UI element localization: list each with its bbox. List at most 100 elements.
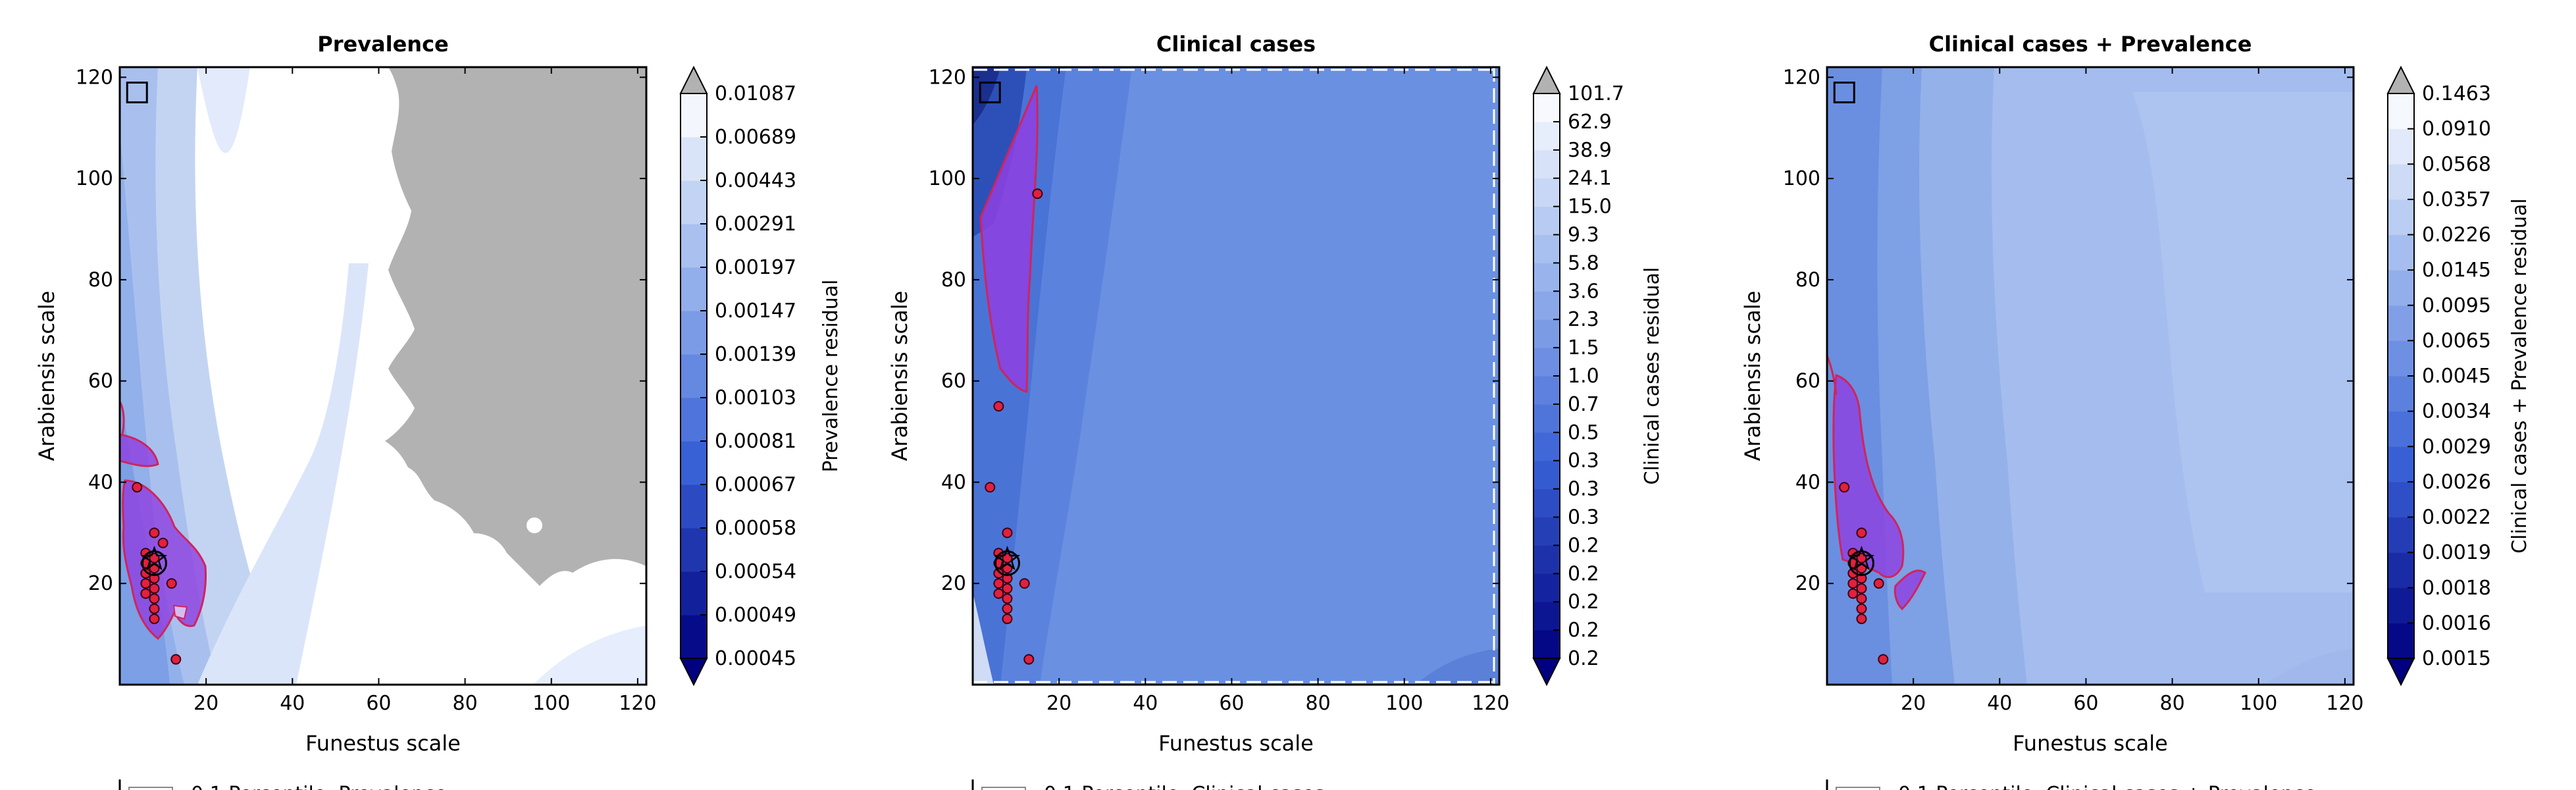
- legend-prevalence: 0.1 Percentile, Prevalence: [118, 779, 447, 790]
- colorbar-tick-label: 0.0034: [2422, 400, 2491, 423]
- colorbar-tick-label: 0.0029: [2422, 435, 2491, 458]
- colorbar-band: [1533, 517, 1560, 546]
- sample-point: [149, 583, 160, 594]
- colorbar-band: [681, 571, 707, 616]
- legend-swatch: [128, 787, 173, 790]
- sample-point: [166, 578, 177, 589]
- heatmap-field: [973, 67, 1499, 685]
- colorbar-band: [2388, 587, 2414, 623]
- colorbar-band: [681, 398, 707, 442]
- x-tick-label: 20: [193, 692, 219, 715]
- colorbar-band: [681, 224, 707, 268]
- legend-entry: 0.1 Percentile, Prevalence: [191, 783, 447, 790]
- colorbar-band: [1533, 376, 1560, 405]
- colorbar-band: [1533, 263, 1560, 292]
- colorbar-tick-label: 0.00054: [715, 560, 796, 583]
- colorbar-min-arrow: [1532, 658, 1561, 687]
- colorbar-band: [2388, 446, 2414, 483]
- colorbar-band: [681, 615, 707, 659]
- heatmap-field: [1827, 67, 2354, 685]
- colorbar-tick-label: 0.2: [1568, 591, 1599, 614]
- colorbar-tick-label: 0.7: [1568, 393, 1599, 416]
- markers: [126, 81, 168, 576]
- sample-point: [149, 527, 160, 539]
- y-axis-label: Arabiensis scale: [887, 291, 912, 461]
- sample-point: [1002, 527, 1013, 539]
- colorbar-tick-label: 0.2: [1568, 619, 1599, 642]
- sample-point: [1023, 654, 1035, 665]
- colorbar-max-arrow: [679, 65, 708, 94]
- colorbar-tick-label: 0.00067: [715, 473, 796, 496]
- colorbar-band: [1533, 206, 1560, 235]
- reference-square: [126, 81, 148, 103]
- sample-point: [1839, 482, 1850, 493]
- colorbar-band: [681, 311, 707, 355]
- y-tick-label: 80: [88, 269, 113, 292]
- colorbar-band: [1533, 234, 1560, 263]
- sample-point: [1856, 593, 1867, 604]
- x-tick-label: 60: [1219, 692, 1244, 715]
- colorbar-band: [1533, 348, 1560, 377]
- sample-point: [140, 578, 151, 589]
- colorbar-tick-label: 0.00103: [715, 386, 796, 409]
- colorbar-tick-label: 15.0: [1568, 196, 1612, 219]
- best-fit-circle: [1848, 550, 1874, 576]
- colorbar-tick-label: 0.0018: [2422, 577, 2491, 600]
- sample-points: [1839, 482, 1889, 665]
- heatmap-field: [120, 67, 646, 685]
- colorbar-tick-label: 0.0065: [2422, 329, 2491, 352]
- sample-point: [149, 593, 160, 604]
- x-tick-label: 80: [1305, 692, 1330, 715]
- reference-square: [979, 81, 1001, 103]
- colorbar-tick-label: 0.00147: [715, 300, 796, 323]
- colorbar: 0.0015 0.0016 0.0018 0.0019 0.0022 0.0026 0.00…: [2386, 65, 2491, 687]
- colorbar-tick-label: 0.00443: [715, 169, 796, 192]
- sample-point: [1856, 583, 1867, 594]
- colorbar-tick-label: 0.00045: [715, 647, 796, 670]
- colorbar-tick-label: 38.9: [1568, 139, 1612, 162]
- sample-point: [993, 567, 1004, 579]
- plot-frame: [971, 66, 1501, 686]
- markers: [979, 81, 1021, 576]
- colorbar-label: Clinical cases residual: [1641, 267, 1664, 485]
- colorbar-band: [2388, 340, 2414, 377]
- colorbar-band: [681, 137, 707, 181]
- x-tick-label: 120: [619, 692, 656, 715]
- sample-point: [149, 573, 160, 584]
- legend-swatch: [1836, 787, 1880, 790]
- x-axis-label: Funestus scale: [1158, 731, 1314, 756]
- colorbar: 0.2 0.2 0.2 0.2 0.2 0.3 0.3 0.3 0.5 0.7 1.0 1.5 2.3 3…: [1532, 65, 1624, 687]
- sample-point: [1847, 588, 1859, 599]
- colorbar-band: [2388, 552, 2414, 589]
- sample-point: [1856, 573, 1867, 584]
- y-tick-label: 60: [941, 370, 966, 393]
- panel-title: Prevalence: [317, 32, 449, 57]
- colorbar-band: [2388, 481, 2414, 517]
- colorbar-band: [681, 441, 707, 485]
- panel-prevalence: Prevalence 20 40 60 80 100 120 20 40 60 80 100 120…: [34, 32, 842, 756]
- y-tick-label: 40: [88, 471, 113, 494]
- colorbar-band: [681, 354, 707, 398]
- colorbar-tick-label: 0.0095: [2422, 294, 2491, 317]
- y-tick-label: 60: [1795, 370, 1820, 393]
- sample-point: [1002, 603, 1013, 614]
- colorbar-tick-label: 0.0357: [2422, 188, 2491, 211]
- colorbar-min-arrow: [679, 658, 708, 687]
- colorbar-band: [681, 180, 707, 224]
- panel-title: Clinical cases: [1156, 32, 1316, 57]
- y-axis: 20 40 60 80 100 120: [76, 66, 646, 595]
- best-fit-circle: [994, 550, 1020, 576]
- colorbar-tick-label: 0.0015: [2422, 647, 2491, 670]
- colorbar-tick-label: 0.0019: [2422, 541, 2491, 564]
- colorbar-tick-label: 0.00081: [715, 430, 796, 453]
- x-tick-label: 60: [366, 692, 391, 715]
- x-tick-label: 120: [1472, 692, 1509, 715]
- colorbar-band: [1533, 432, 1560, 461]
- colorbar: 0.00045 0.00049 0.00054 0.00058 0.00067 0.000…: [679, 65, 796, 687]
- sample-point: [1856, 527, 1867, 539]
- x-tick-label: 120: [2326, 692, 2363, 715]
- y-tick-label: 40: [1795, 471, 1820, 494]
- colorbar-max-arrow: [2386, 65, 2415, 94]
- sample-point: [993, 578, 1004, 589]
- y-tick-label: 120: [76, 66, 113, 89]
